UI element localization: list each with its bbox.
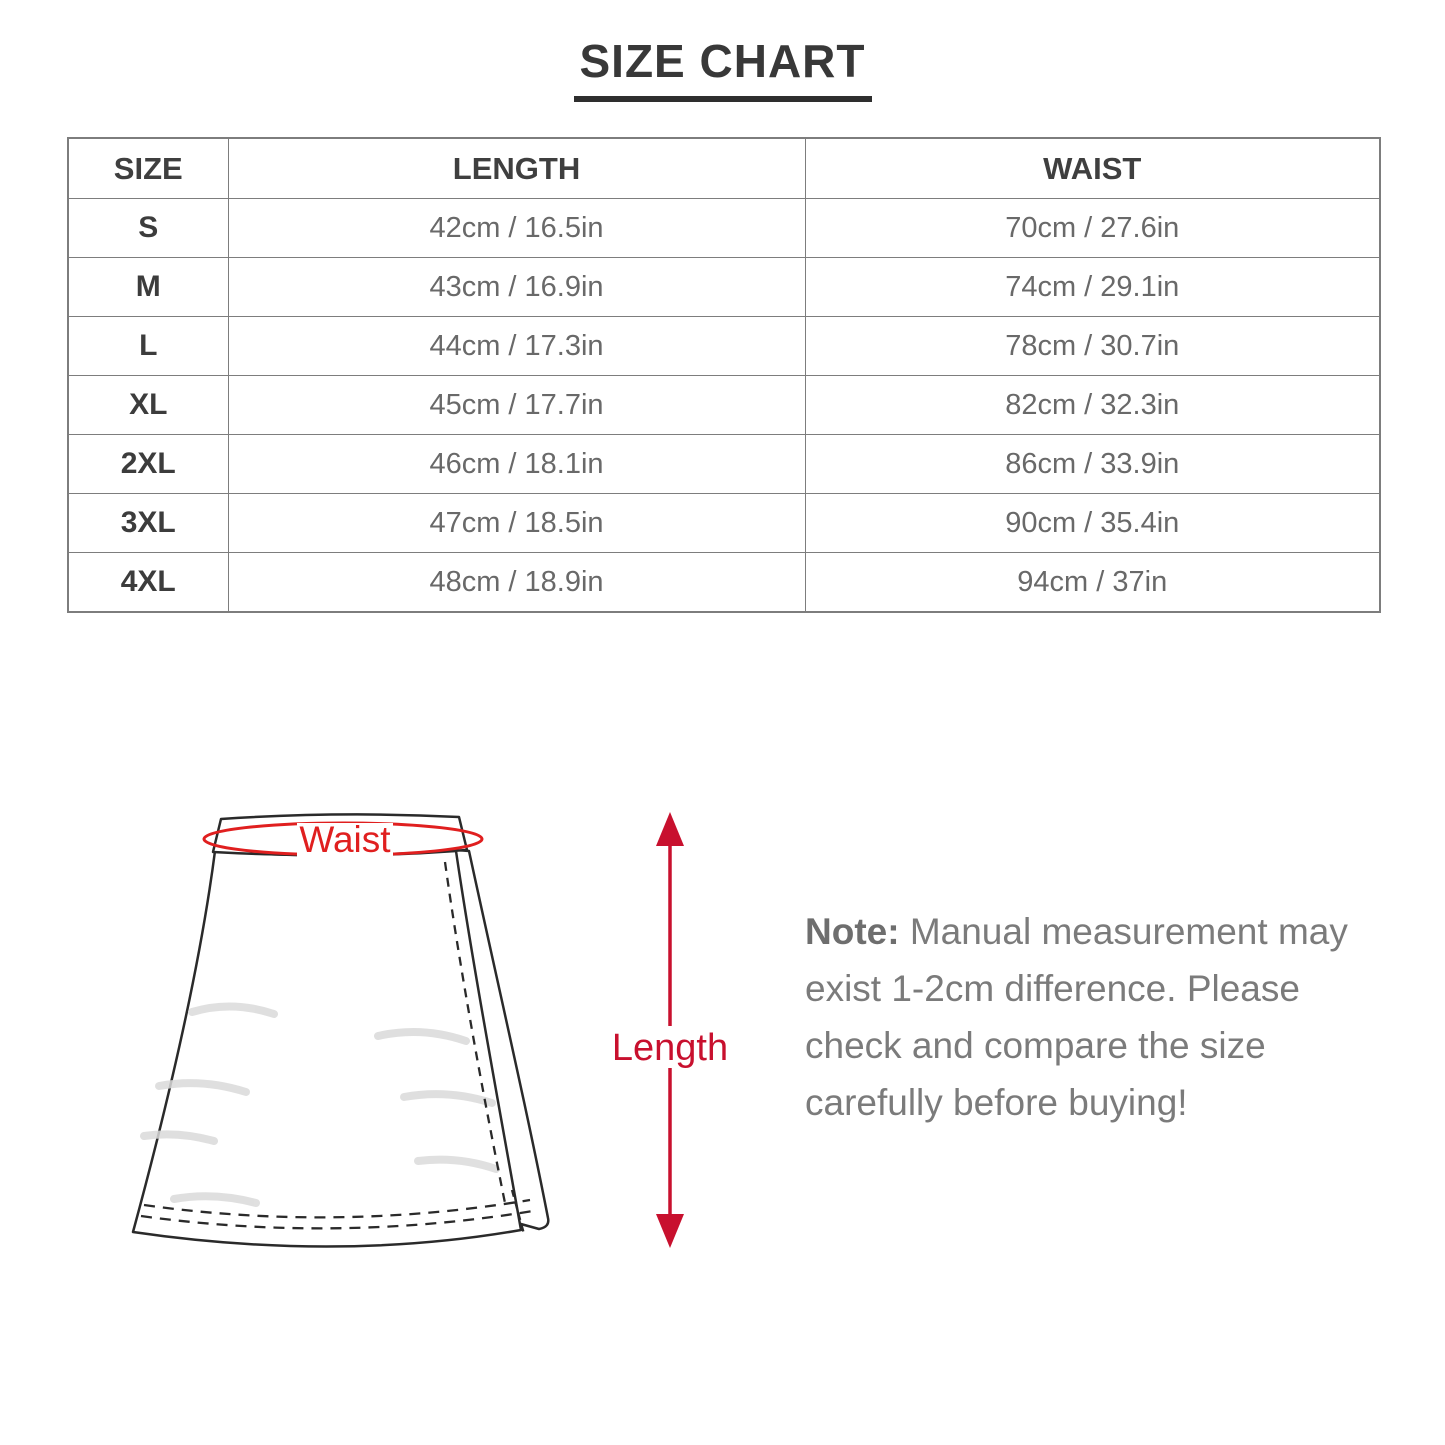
wrinkle-shading [140, 1002, 500, 1207]
cell-waist: 70cm / 27.6in [804, 198, 1381, 258]
cell-length: 43cm / 16.9in [227, 257, 806, 317]
note-label: Note: [805, 911, 900, 952]
cell-waist: 90cm / 35.4in [804, 493, 1381, 553]
length-label: Length [612, 1027, 728, 1069]
cell-length: 46cm / 18.1in [227, 434, 806, 494]
cell-length: 44cm / 17.3in [227, 316, 806, 376]
table-row: M 43cm / 16.9in 74cm / 29.1in [67, 257, 1381, 317]
note-line: Note: Manual measurement may [805, 911, 1348, 952]
cell-size: L [67, 316, 229, 376]
size-table: SIZE LENGTH WAIST S 42cm / 16.5in 70cm /… [67, 137, 1381, 613]
cell-length: 47cm / 18.5in [227, 493, 806, 553]
stitch-lines [140, 861, 534, 1235]
cell-size: 4XL [67, 552, 229, 613]
cell-waist: 86cm / 33.9in [804, 434, 1381, 494]
waist-label: Waist [299, 819, 391, 860]
cell-length: 45cm / 17.7in [227, 375, 806, 435]
skirt-outline [131, 849, 523, 1248]
measurement-note: Note: Manual measurement may exist 1-2cm… [805, 903, 1365, 1131]
table-row: XL 45cm / 17.7in 82cm / 32.3in [67, 375, 1381, 435]
skirt-diagram: Waist Length [131, 812, 728, 1248]
cell-waist: 74cm / 29.1in [804, 257, 1381, 317]
table-row: 3XL 47cm / 18.5in 90cm / 35.4in [67, 493, 1381, 553]
cell-waist: 82cm / 32.3in [804, 375, 1381, 435]
cell-size: XL [67, 375, 229, 435]
cell-length: 48cm / 18.9in [227, 552, 806, 613]
table-row: 4XL 48cm / 18.9in 94cm / 37in [67, 552, 1381, 613]
cell-size: 3XL [67, 493, 229, 553]
table-row: L 44cm / 17.3in 78cm / 30.7in [67, 316, 1381, 376]
cell-waist: 94cm / 37in [804, 552, 1381, 613]
cell-length: 42cm / 16.5in [227, 198, 806, 258]
page-title: SIZE CHART [573, 34, 872, 102]
table-row: S 42cm / 16.5in 70cm / 27.6in [67, 198, 1381, 258]
column-header-length: LENGTH [227, 137, 806, 199]
note-line: exist 1-2cm difference. Please [805, 968, 1300, 1009]
table-row: 2XL 46cm / 18.1in 86cm / 33.9in [67, 434, 1381, 494]
length-label-backdrop [612, 1026, 728, 1068]
cell-size: 2XL [67, 434, 229, 494]
waist-label-backdrop [297, 823, 393, 857]
column-header-waist: WAIST [804, 137, 1381, 199]
cell-waist: 78cm / 30.7in [804, 316, 1381, 376]
cell-size: M [67, 257, 229, 317]
title-wrap: SIZE CHART [0, 34, 1445, 102]
table-header-row: SIZE LENGTH WAIST [67, 137, 1381, 199]
note-line: check and compare the size [805, 1025, 1266, 1066]
column-header-size: SIZE [67, 137, 229, 199]
cell-size: S [67, 198, 229, 258]
note-line: carefully before buying! [805, 1082, 1188, 1123]
